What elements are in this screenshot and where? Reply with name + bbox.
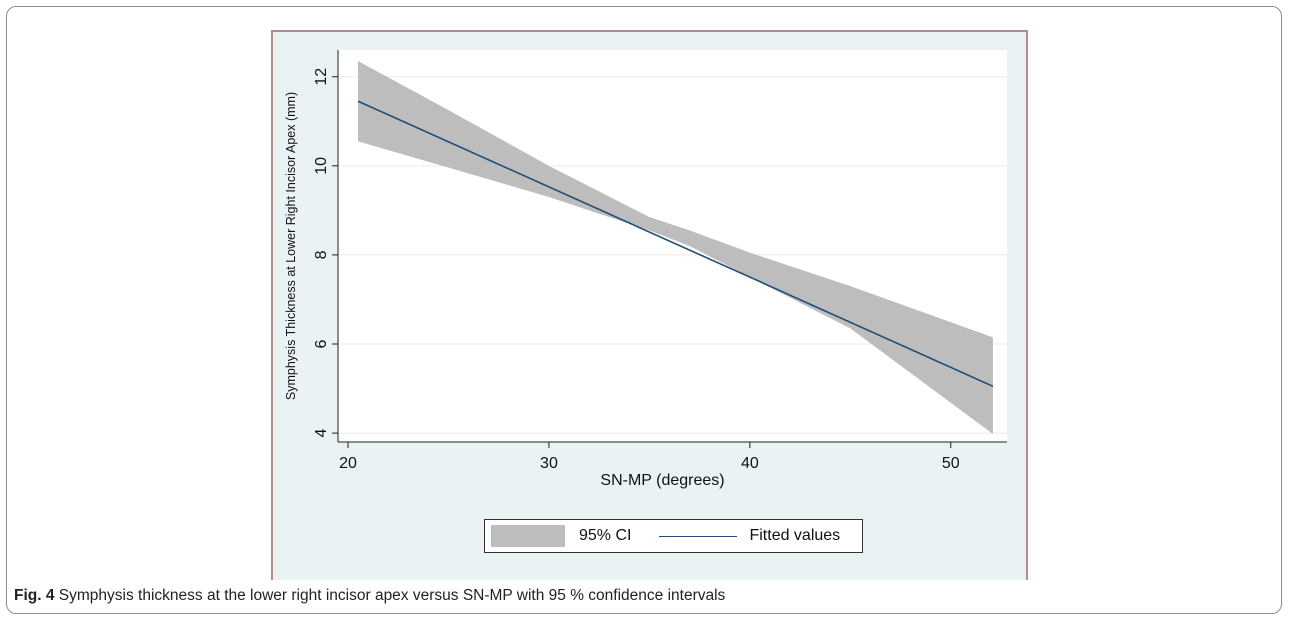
- y-tick-label-4: 4: [313, 429, 330, 438]
- chart-legend: 95% CI Fitted values: [484, 519, 863, 553]
- chart-svg: 4 6 8 10 12 20 30 40 50 SN-MP (degrees) Symphysis …: [284, 50, 1007, 489]
- y-tick-label-10: 10: [313, 157, 330, 175]
- x-tick-label-40: 40: [741, 455, 759, 472]
- x-tick-label-50: 50: [942, 455, 960, 472]
- ci-band: [358, 61, 993, 434]
- legend-fit-swatch: [659, 535, 738, 537]
- legend-ci-label: 95% CI: [579, 527, 632, 544]
- y-axis-title: Symphysis Thickness at Lower Right Incis…: [284, 92, 298, 400]
- y-tick-label-6: 6: [313, 339, 330, 348]
- caption-label: Fig. 4: [14, 587, 55, 604]
- legend-fit-label: Fitted values: [749, 527, 841, 544]
- figure-frame: [6, 6, 1282, 614]
- legend-ci-swatch: [491, 525, 565, 547]
- figure-caption: Fig. 4 Symphysis thickness at the lower …: [14, 587, 725, 605]
- y-tick-label-8: 8: [313, 250, 330, 259]
- fitted-line: [357, 100, 994, 388]
- y-tick-label-12: 12: [313, 68, 330, 86]
- caption-text: Symphysis thickness at the lower right i…: [58, 587, 726, 604]
- plot-panel: 4 6 8 10 12 20 30 40 50 SN-MP (degrees) Symphysis …: [271, 30, 1028, 580]
- x-tick-label-20: 20: [339, 455, 357, 472]
- x-axis-title: SN-MP (degrees): [600, 472, 724, 489]
- x-tick-label-30: 30: [540, 455, 558, 472]
